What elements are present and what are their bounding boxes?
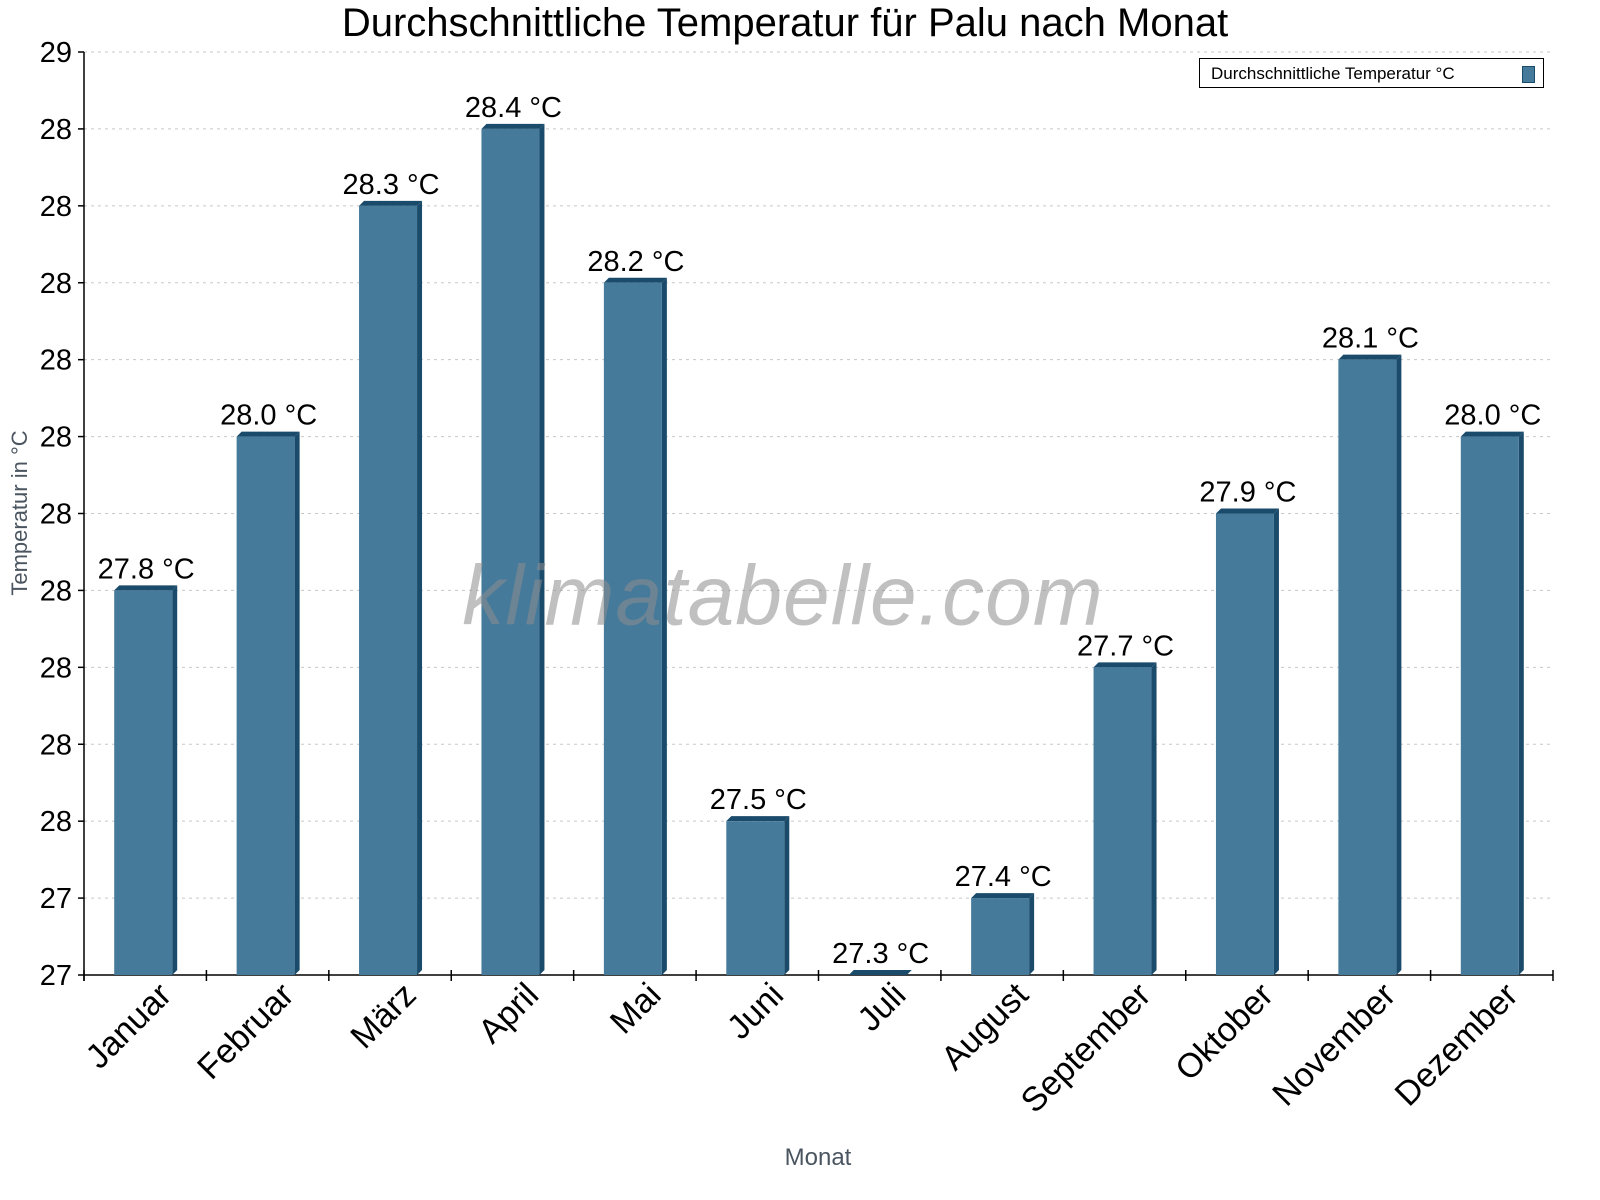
y-tick-label: 28: [40, 729, 72, 761]
bar-dezember: [1460, 431, 1524, 975]
chart-title: Durchschnittliche Temperatur für Palu na…: [341, 1, 1229, 45]
bar-märz: [359, 200, 423, 976]
y-tick-label: 28: [40, 652, 72, 684]
x-axis-label: Monat: [784, 1144, 852, 1171]
bar-value-label: 27.4 °C: [955, 861, 1052, 893]
bar-april: [481, 123, 545, 975]
y-tick-label: 28: [40, 422, 72, 454]
y-tick-label: 28: [40, 806, 72, 838]
legend-swatch-icon: [1522, 66, 1535, 83]
x-tick-label: November: [1265, 976, 1403, 1114]
x-tick-label: Oktober: [1168, 976, 1280, 1088]
bar-value-label: 27.8 °C: [98, 553, 195, 585]
bar-value-label: 28.0 °C: [220, 400, 317, 432]
legend-label: Durchschnittliche Temperatur °C: [1211, 64, 1455, 83]
bar-value-label: 27.9 °C: [1199, 477, 1296, 509]
bar-november: [1338, 354, 1402, 976]
bar-value-label: 28.2 °C: [587, 246, 684, 278]
bar-value-label: 27.5 °C: [710, 784, 807, 816]
bar-value-label: 28.3 °C: [343, 169, 440, 201]
x-tick-label: Februar: [190, 976, 301, 1087]
x-tick-label: Januar: [78, 976, 178, 1076]
bar-value-label: 27.7 °C: [1077, 630, 1174, 662]
x-tick-label: September: [1014, 976, 1158, 1120]
bar-januar: [114, 585, 178, 975]
bar-value-label: 28.1 °C: [1322, 323, 1419, 355]
bar-value-label: 28.4 °C: [465, 92, 562, 124]
y-tick-label: 28: [40, 575, 72, 607]
x-tick-label: Juni: [720, 976, 791, 1047]
y-tick-label: 28: [40, 191, 72, 223]
y-tick-label: 28: [40, 114, 72, 146]
x-tick-label: April: [471, 976, 546, 1051]
x-tick-label: August: [934, 975, 1036, 1077]
x-tick-label: Juli: [850, 976, 913, 1039]
bar-august: [971, 893, 1035, 975]
bar-juli: [848, 970, 912, 975]
bar-september: [1093, 662, 1157, 975]
bar-value-label: 27.3 °C: [832, 938, 929, 970]
bar-value-label: 28.0 °C: [1444, 400, 1541, 432]
y-tick-label: 29: [40, 37, 72, 69]
bar-februar: [236, 431, 300, 975]
y-tick-label: 27: [40, 883, 72, 915]
x-tick-label: Dezember: [1388, 976, 1526, 1114]
bar-oktober: [1215, 508, 1279, 975]
y-tick-label: 27: [40, 960, 72, 992]
legend: Durchschnittliche Temperatur °C: [1199, 58, 1544, 88]
y-tick-label: 28: [40, 345, 72, 377]
y-tick-label: 28: [40, 268, 72, 300]
bar-juni: [726, 816, 790, 975]
y-tick-label: 28: [40, 499, 72, 531]
bar-mai: [603, 277, 667, 975]
x-tick-label: März: [343, 976, 423, 1056]
x-tick-label: Mai: [603, 976, 669, 1042]
